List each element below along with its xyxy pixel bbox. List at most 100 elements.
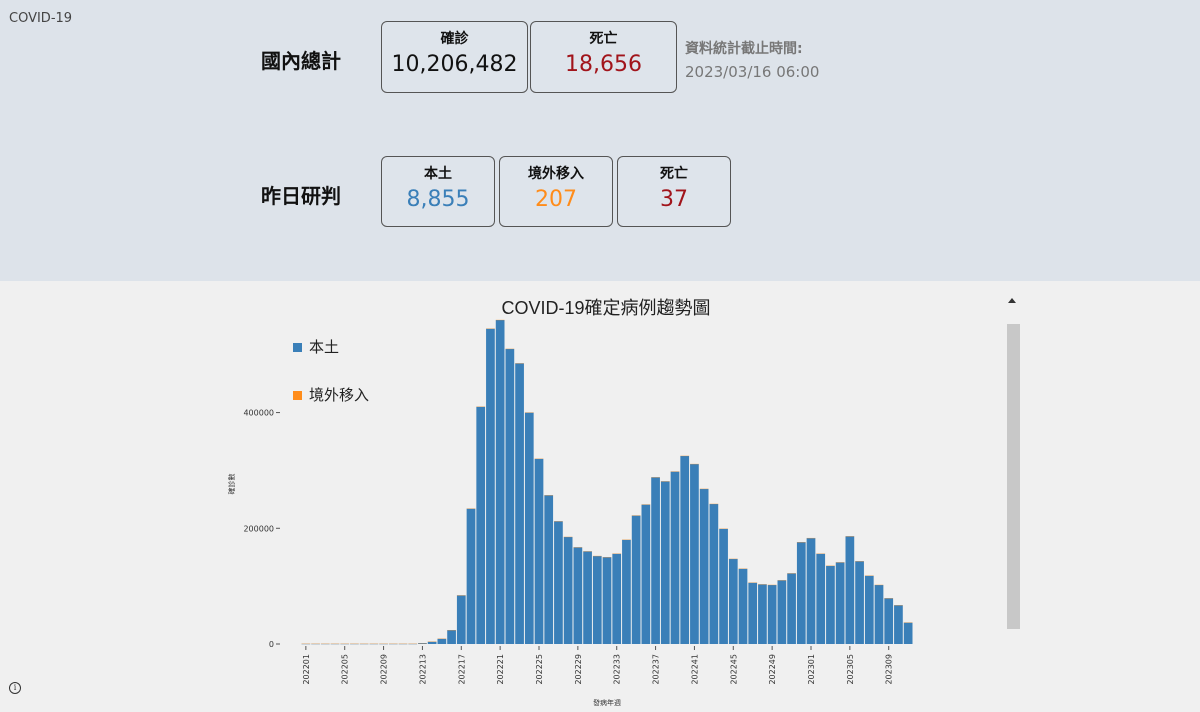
- bar-local: [864, 575, 874, 644]
- bar-local: [602, 557, 612, 644]
- bar-local: [505, 348, 515, 644]
- bar-local: [777, 580, 787, 644]
- bar-local: [456, 595, 466, 644]
- bar-local: [651, 477, 660, 644]
- x-tick-label: 202237: [652, 654, 661, 685]
- yesterday-imported-card: 境外移入 207: [499, 156, 613, 227]
- yesterday-local-card: 本土 8,855: [381, 156, 495, 227]
- bar-local: [884, 598, 894, 644]
- bar-local: [796, 542, 806, 644]
- x-tick-label: 202249: [768, 654, 777, 685]
- bar-local: [699, 488, 709, 644]
- legend-swatch: [293, 343, 302, 352]
- bar-local: [787, 573, 796, 644]
- bar-local: [728, 558, 738, 644]
- bar-local: [845, 536, 855, 644]
- bar-local: [612, 553, 622, 644]
- bar-local: [592, 556, 602, 644]
- asof-label: 資料統計截止時間:: [685, 41, 803, 57]
- total-confirmed-value: 10,206,482: [391, 52, 518, 77]
- bar-local: [680, 455, 690, 644]
- bar-local: [738, 568, 748, 644]
- info-icon[interactable]: i: [9, 682, 21, 694]
- bar-local: [641, 504, 651, 644]
- bar-local: [476, 406, 486, 644]
- bar-local: [767, 584, 777, 644]
- bar-local: [670, 471, 680, 644]
- bar-local: [690, 464, 699, 644]
- app-title: COVID-19: [9, 11, 73, 26]
- bar-local: [806, 538, 816, 644]
- x-tick-label: 202245: [729, 654, 738, 685]
- bar-local: [554, 521, 563, 644]
- x-tick-label: 202305: [846, 654, 855, 685]
- y-axis: 0 200000 400000: [243, 409, 280, 649]
- bar-local: [748, 582, 758, 644]
- bar-local: [719, 528, 728, 644]
- bar-local: [631, 515, 641, 644]
- bar-local: [622, 539, 631, 644]
- x-tick-label: 202241: [690, 654, 699, 685]
- bar-local: [826, 565, 835, 644]
- yesterday-local-label: 本土: [424, 166, 452, 182]
- bar-local: [855, 561, 864, 644]
- bar-local: [544, 495, 554, 644]
- bar-local: [758, 584, 767, 644]
- x-tick-label: 202233: [613, 654, 622, 685]
- y-tick-label: 400000: [243, 409, 274, 418]
- bar-local: [709, 503, 719, 644]
- chart-title: COVID-19確定病例趨勢圖: [501, 298, 710, 318]
- x-tick-label: 202217: [457, 654, 466, 685]
- bar-local: [427, 641, 437, 644]
- bar-local: [486, 328, 495, 644]
- legend-label: 境外移入: [309, 386, 369, 404]
- legend-label: 本土: [309, 338, 339, 356]
- asof-time: 2023/03/16 06:00: [685, 63, 820, 81]
- total-confirmed-label: 確診: [440, 31, 469, 47]
- yesterday-deaths-card: 死亡 37: [617, 156, 731, 227]
- yesterday-label: 昨日研判: [261, 184, 341, 208]
- x-tick-label: 202225: [535, 654, 544, 685]
- bar-local: [874, 584, 884, 644]
- bar-local: [524, 412, 534, 644]
- legend-swatch: [293, 391, 302, 400]
- bar-local: [903, 622, 913, 644]
- bar-local: [466, 508, 476, 644]
- x-tick-label: 202201: [302, 654, 311, 685]
- bar-local: [534, 458, 544, 644]
- yesterday-imported-value: 207: [535, 187, 577, 212]
- yesterday-deaths-label: 死亡: [660, 166, 688, 182]
- totals-label: 國內總計: [261, 49, 341, 73]
- bar-local: [418, 643, 427, 644]
- bar-local: [583, 551, 592, 644]
- total-deaths-card: 死亡 18,656: [530, 21, 677, 93]
- x-tick-label: 202221: [496, 654, 505, 685]
- x-tick-label: 202213: [418, 654, 427, 685]
- x-tick-label: 202205: [341, 654, 350, 685]
- chart-area: COVID-19確定病例趨勢圖 本土境外移入 0 200000 400000 202…: [0, 281, 1200, 712]
- yesterday-local-value: 8,855: [406, 187, 470, 212]
- bar-local: [563, 536, 573, 644]
- y-tick-label: 200000: [243, 524, 274, 533]
- scroll-up-icon[interactable]: [1008, 298, 1016, 303]
- bar-local: [894, 605, 903, 644]
- yesterday-deaths-value: 37: [660, 187, 688, 212]
- total-deaths-label: 死亡: [589, 31, 618, 47]
- x-axis-label: 發病年週: [593, 698, 621, 707]
- bar-local: [515, 363, 524, 644]
- y-tick-label: 0: [269, 640, 274, 649]
- asof: 資料統計截止時間: 2023/03/16 06:00: [685, 38, 819, 84]
- bar-local: [816, 553, 826, 644]
- bar-local: [835, 562, 845, 644]
- bar-series: [301, 319, 913, 645]
- x-tick-label: 202301: [807, 654, 816, 685]
- chart-scrollbar[interactable]: [1007, 324, 1020, 629]
- bar-local: [495, 320, 505, 644]
- total-confirmed-card: 確診 10,206,482: [381, 21, 528, 93]
- bar-local: [573, 547, 583, 644]
- x-tick-label: 202209: [380, 654, 389, 685]
- bar-local: [660, 481, 670, 644]
- x-axis: 202201 202205 202209 202213 202217 202221 2022…: [302, 646, 894, 685]
- yesterday-imported-label: 境外移入: [528, 166, 584, 182]
